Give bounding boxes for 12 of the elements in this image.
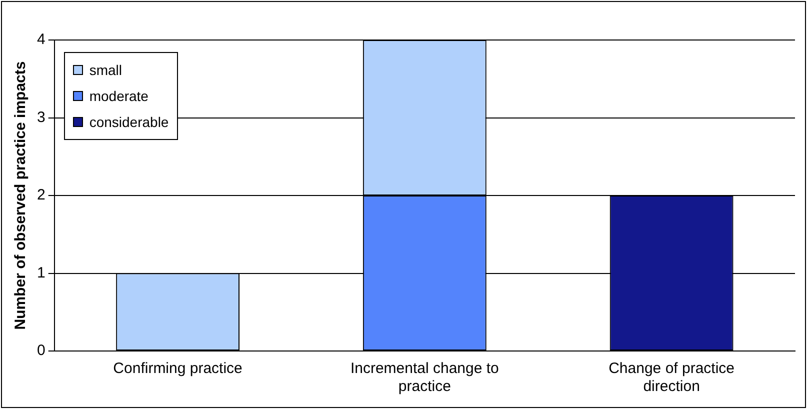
y-axis-title: Number of observed practice impacts (12, 61, 30, 330)
y-tick-label: 1 (37, 264, 46, 282)
legend-label: moderate (89, 87, 148, 106)
y-tick-label: 0 (37, 342, 46, 360)
x-tick-label: Confirming practice (113, 360, 242, 378)
y-tick-label: 2 (37, 186, 46, 204)
legend-label: small (89, 61, 122, 80)
x-tick-label: Incremental change to practice (350, 360, 499, 396)
legend-label: considerable (89, 113, 169, 132)
y-tick-label: 4 (37, 31, 46, 48)
y-tick-label: 3 (37, 108, 46, 126)
x-tick-label: Change of practice direction (608, 360, 735, 396)
